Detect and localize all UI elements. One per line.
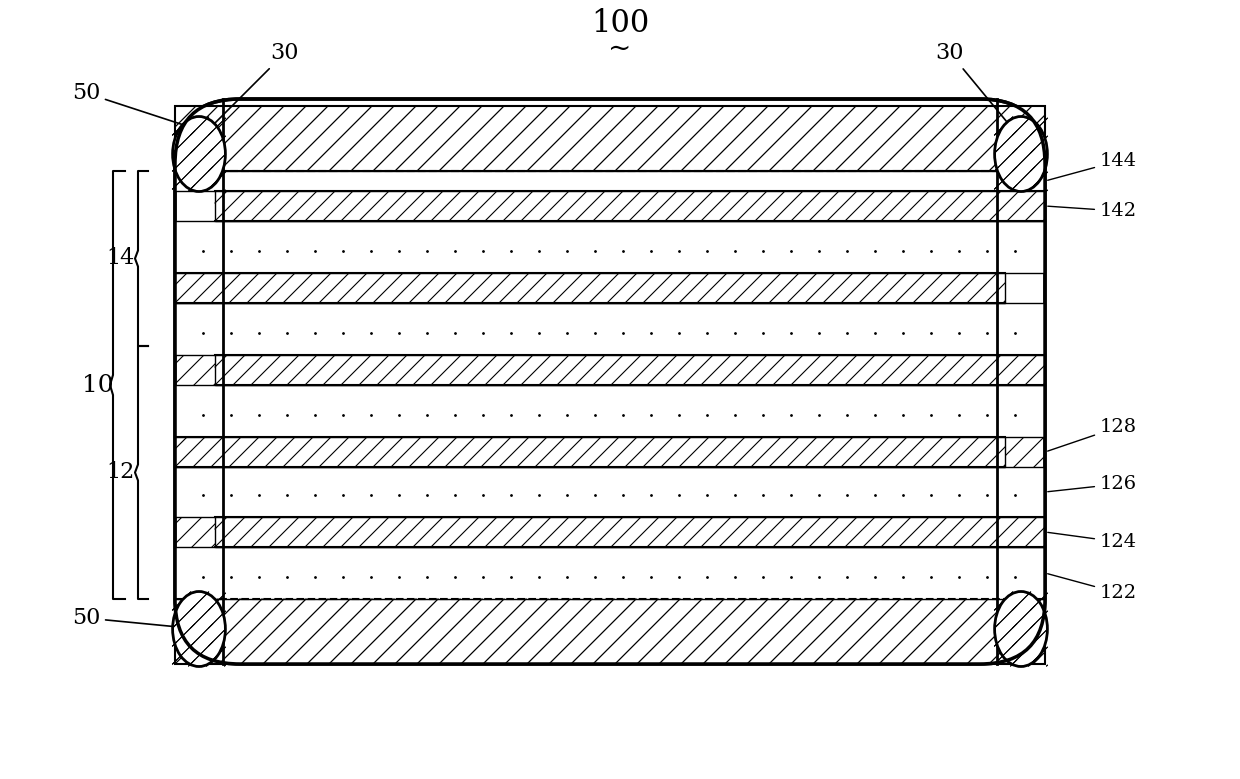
Bar [175, 303, 1045, 355]
Bar [175, 467, 1045, 517]
Bar [215, 517, 1045, 547]
Text: 50: 50 [72, 607, 222, 631]
Bar [175, 547, 1045, 599]
Text: 10: 10 [82, 373, 114, 397]
Ellipse shape [994, 117, 1048, 192]
Ellipse shape [994, 591, 1048, 667]
Text: 126: 126 [1048, 475, 1137, 493]
Bar [175, 437, 1004, 467]
Text: 128: 128 [1048, 418, 1137, 451]
Bar [175, 385, 1045, 437]
Bar [215, 355, 1045, 385]
Bar [175, 171, 1045, 191]
Bar [215, 191, 1045, 221]
Text: ~: ~ [609, 36, 631, 62]
Text: 12: 12 [105, 461, 134, 484]
Text: 30: 30 [936, 42, 1019, 137]
FancyBboxPatch shape [175, 99, 1045, 664]
Text: 144: 144 [1048, 152, 1137, 180]
Bar [175, 599, 1045, 664]
Text: 100: 100 [591, 9, 649, 40]
Bar [175, 273, 1004, 303]
Bar [175, 221, 1045, 273]
Text: 30: 30 [201, 42, 299, 137]
Text: 124: 124 [1048, 532, 1137, 551]
Ellipse shape [172, 117, 226, 192]
Ellipse shape [172, 591, 226, 667]
Text: 14: 14 [105, 248, 134, 270]
Text: 122: 122 [1048, 573, 1137, 602]
Bar [175, 106, 1045, 171]
Text: 50: 50 [72, 82, 222, 138]
Text: 142: 142 [1048, 202, 1137, 220]
